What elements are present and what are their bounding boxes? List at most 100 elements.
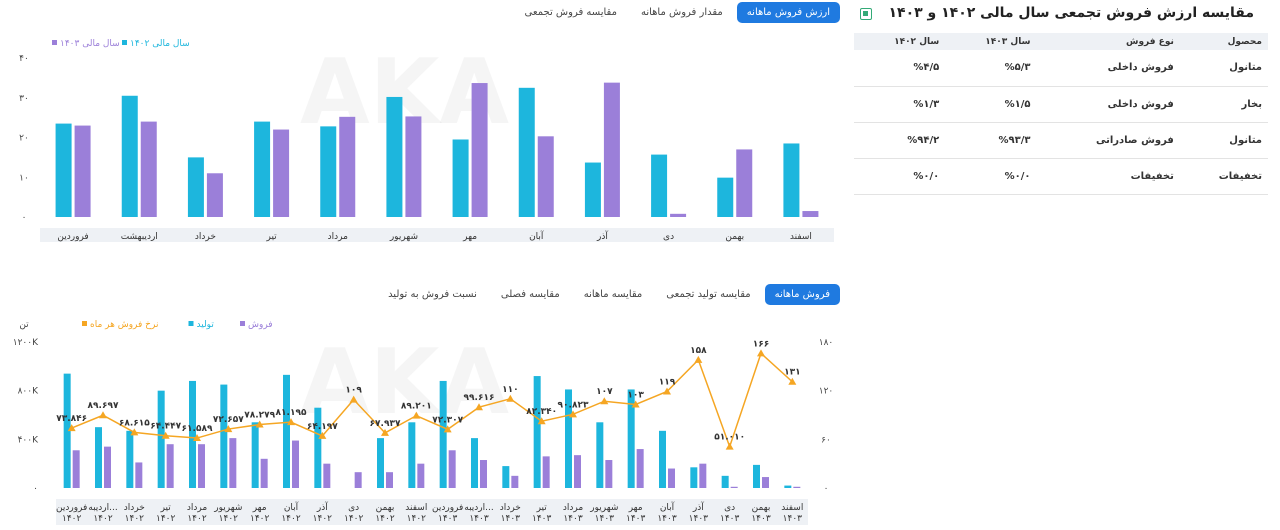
bar — [320, 126, 337, 217]
rate-point — [381, 428, 389, 436]
rate-point — [349, 395, 358, 403]
bar — [121, 95, 138, 217]
cell-sale-type: فروش داخلی — [1036, 86, 1180, 123]
rate-point — [224, 425, 233, 433]
bar — [603, 82, 620, 217]
legend-swatch — [52, 40, 57, 45]
x-tick-label: شهریور — [389, 232, 418, 242]
cell-sale-type: تخفیفات — [1036, 158, 1180, 195]
tab-sales-production-ratio[interactable]: نسبت فروش به تولید — [388, 289, 477, 300]
production-bar — [283, 374, 290, 488]
x-tick-year-label: ۱۴۰۳ — [751, 514, 771, 524]
excel-export-icon[interactable] — [860, 8, 872, 20]
sales-bar — [448, 450, 456, 488]
bar — [74, 125, 91, 217]
cell-1403: %۵/۳ — [945, 50, 1037, 87]
x-tick-label: اردیبه... — [88, 503, 118, 513]
cell-product: متانول — [1179, 122, 1268, 159]
x-tick-label: مرداد — [328, 232, 348, 242]
rate-data-label: ۱۰۷ — [596, 387, 613, 397]
tab-monthly-sales-value[interactable]: ارزش فروش ماهانه — [736, 2, 840, 23]
monthly-sales-production-chart: تن نرخ فروش هر ماه تولید فروش ۰ ۴۰۰K ۸۰۰K ۱۲۰۰K… — [13, 320, 834, 525]
y-tick-label: ۴۰ — [19, 54, 29, 64]
sales-bar — [605, 460, 613, 488]
tab-seasonal-comparison[interactable]: مقایسه فصلی — [500, 289, 560, 300]
bar — [405, 116, 422, 217]
rate-point — [569, 410, 577, 418]
sales-comparison-table: محصول نوع فروش سال ۱۴۰۳ سال ۱۴۰۲ متانول … — [854, 33, 1268, 195]
y-right-tick-label: ۰ — [824, 484, 829, 494]
x-tick-label: فروردین — [432, 503, 463, 513]
bar — [736, 149, 753, 217]
bar — [206, 173, 223, 217]
tab-cumulative-sales-comparison[interactable]: مقایسه فروش تجمعی — [524, 7, 617, 18]
x-tick-label: اردیبهشت — [121, 232, 158, 242]
legend-swatch — [188, 321, 194, 326]
x-tick-year-label: ۱۴۰۲ — [375, 514, 395, 524]
x-tick-label: مهر — [462, 232, 477, 242]
legend-label: تولید — [197, 320, 215, 330]
x-tick-year-label: ۱۴۰۳ — [501, 514, 521, 524]
rate-point — [318, 431, 327, 439]
legend-label: نرخ فروش هر ماه — [90, 320, 158, 330]
table-row: تخفیفات تخفیفات %۰/۰ %۰/۰ — [854, 158, 1268, 195]
sales-bar — [229, 438, 237, 488]
x-tick-label: تیر — [265, 232, 277, 242]
x-tick-year-label: ۱۴۰۲ — [250, 514, 270, 524]
x-tick-label: دی — [724, 503, 735, 513]
tab-monthly-comparison[interactable]: مقایسه ماهانه — [583, 289, 643, 300]
sales-bar — [762, 477, 769, 488]
sales-bar — [480, 460, 487, 488]
production-bar — [721, 475, 729, 488]
x-tick-year-label: ۱۴۰۳ — [469, 514, 489, 524]
legend-swatch — [122, 40, 127, 45]
bar — [717, 177, 734, 217]
rate-data-label: ۱۶۶ — [753, 339, 769, 349]
y-left-tick-label: ۱۲۰۰K — [13, 338, 39, 348]
sales-bar — [104, 446, 111, 488]
rate-data-label: ۸۱.۱۹۵ — [276, 408, 307, 418]
bar — [471, 83, 488, 217]
production-bar — [251, 422, 259, 488]
tab-monthly-sales-amount[interactable]: مقدار فروش ماهانه — [640, 7, 723, 18]
bar — [584, 162, 601, 217]
x-tick-year-label: ۱۴۰۲ — [281, 514, 301, 524]
x-tick-label: آذر — [692, 501, 704, 513]
x-tick-label: تیر — [160, 503, 172, 513]
rate-data-label: ۹۰.۸۲۳ — [558, 400, 589, 410]
bottom-tab-bar: فروش ماهانه مقایسه تولید تجمعی مقایسه ما… — [378, 284, 840, 305]
cell-product: متانول — [1179, 50, 1268, 87]
bar — [386, 96, 403, 217]
table-header-row: محصول نوع فروش سال ۱۴۰۳ سال ۱۴۰۲ — [854, 33, 1268, 50]
cell-product: بخار — [1179, 86, 1268, 123]
bar — [273, 129, 290, 217]
tab-monthly-sales[interactable]: فروش ماهانه — [764, 284, 840, 305]
production-bar — [565, 389, 572, 488]
x-tick-label: مهر — [628, 503, 643, 513]
x-tick-year-label: ۱۴۰۲ — [407, 514, 427, 524]
production-bar — [690, 467, 698, 488]
rate-data-label: ۷۸.۲۷۹ — [244, 411, 275, 421]
x-tick-year-label: ۱۴۰۳ — [626, 514, 646, 524]
legend-swatch — [240, 321, 245, 326]
bar — [140, 121, 157, 217]
rate-data-label: ۱۱۹ — [659, 377, 676, 387]
rate-data-label: ۱۱۰ — [502, 385, 518, 395]
x-tick-label: مرداد — [563, 503, 583, 513]
y-right-tick-label: ۱۸۰ — [819, 338, 834, 348]
rate-data-label: ۸۹.۲۰۱ — [401, 402, 432, 412]
legend-label: سال مالی ۱۴۰۲ — [130, 39, 190, 49]
cell-sale-type: فروش داخلی — [1036, 50, 1180, 87]
y-tick-label: ۲۰ — [19, 134, 29, 144]
x-tick-label: اردیبه... — [464, 503, 494, 513]
tab-cumulative-production-comparison[interactable]: مقایسه تولید تجمعی — [666, 289, 751, 300]
x-tick-label: فروردین — [56, 503, 87, 513]
sales-bar — [417, 463, 425, 488]
x-tick-label: فروردین — [57, 232, 88, 242]
bar — [670, 213, 687, 217]
production-bar — [189, 380, 196, 488]
production-bar — [659, 430, 666, 488]
legend-label: فروش — [248, 320, 273, 330]
table-row: متانول فروش صادراتی %۹۳/۳ %۹۴/۲ — [854, 122, 1268, 159]
rate-data-label: ۵۱.۰۱۰ — [714, 433, 745, 443]
